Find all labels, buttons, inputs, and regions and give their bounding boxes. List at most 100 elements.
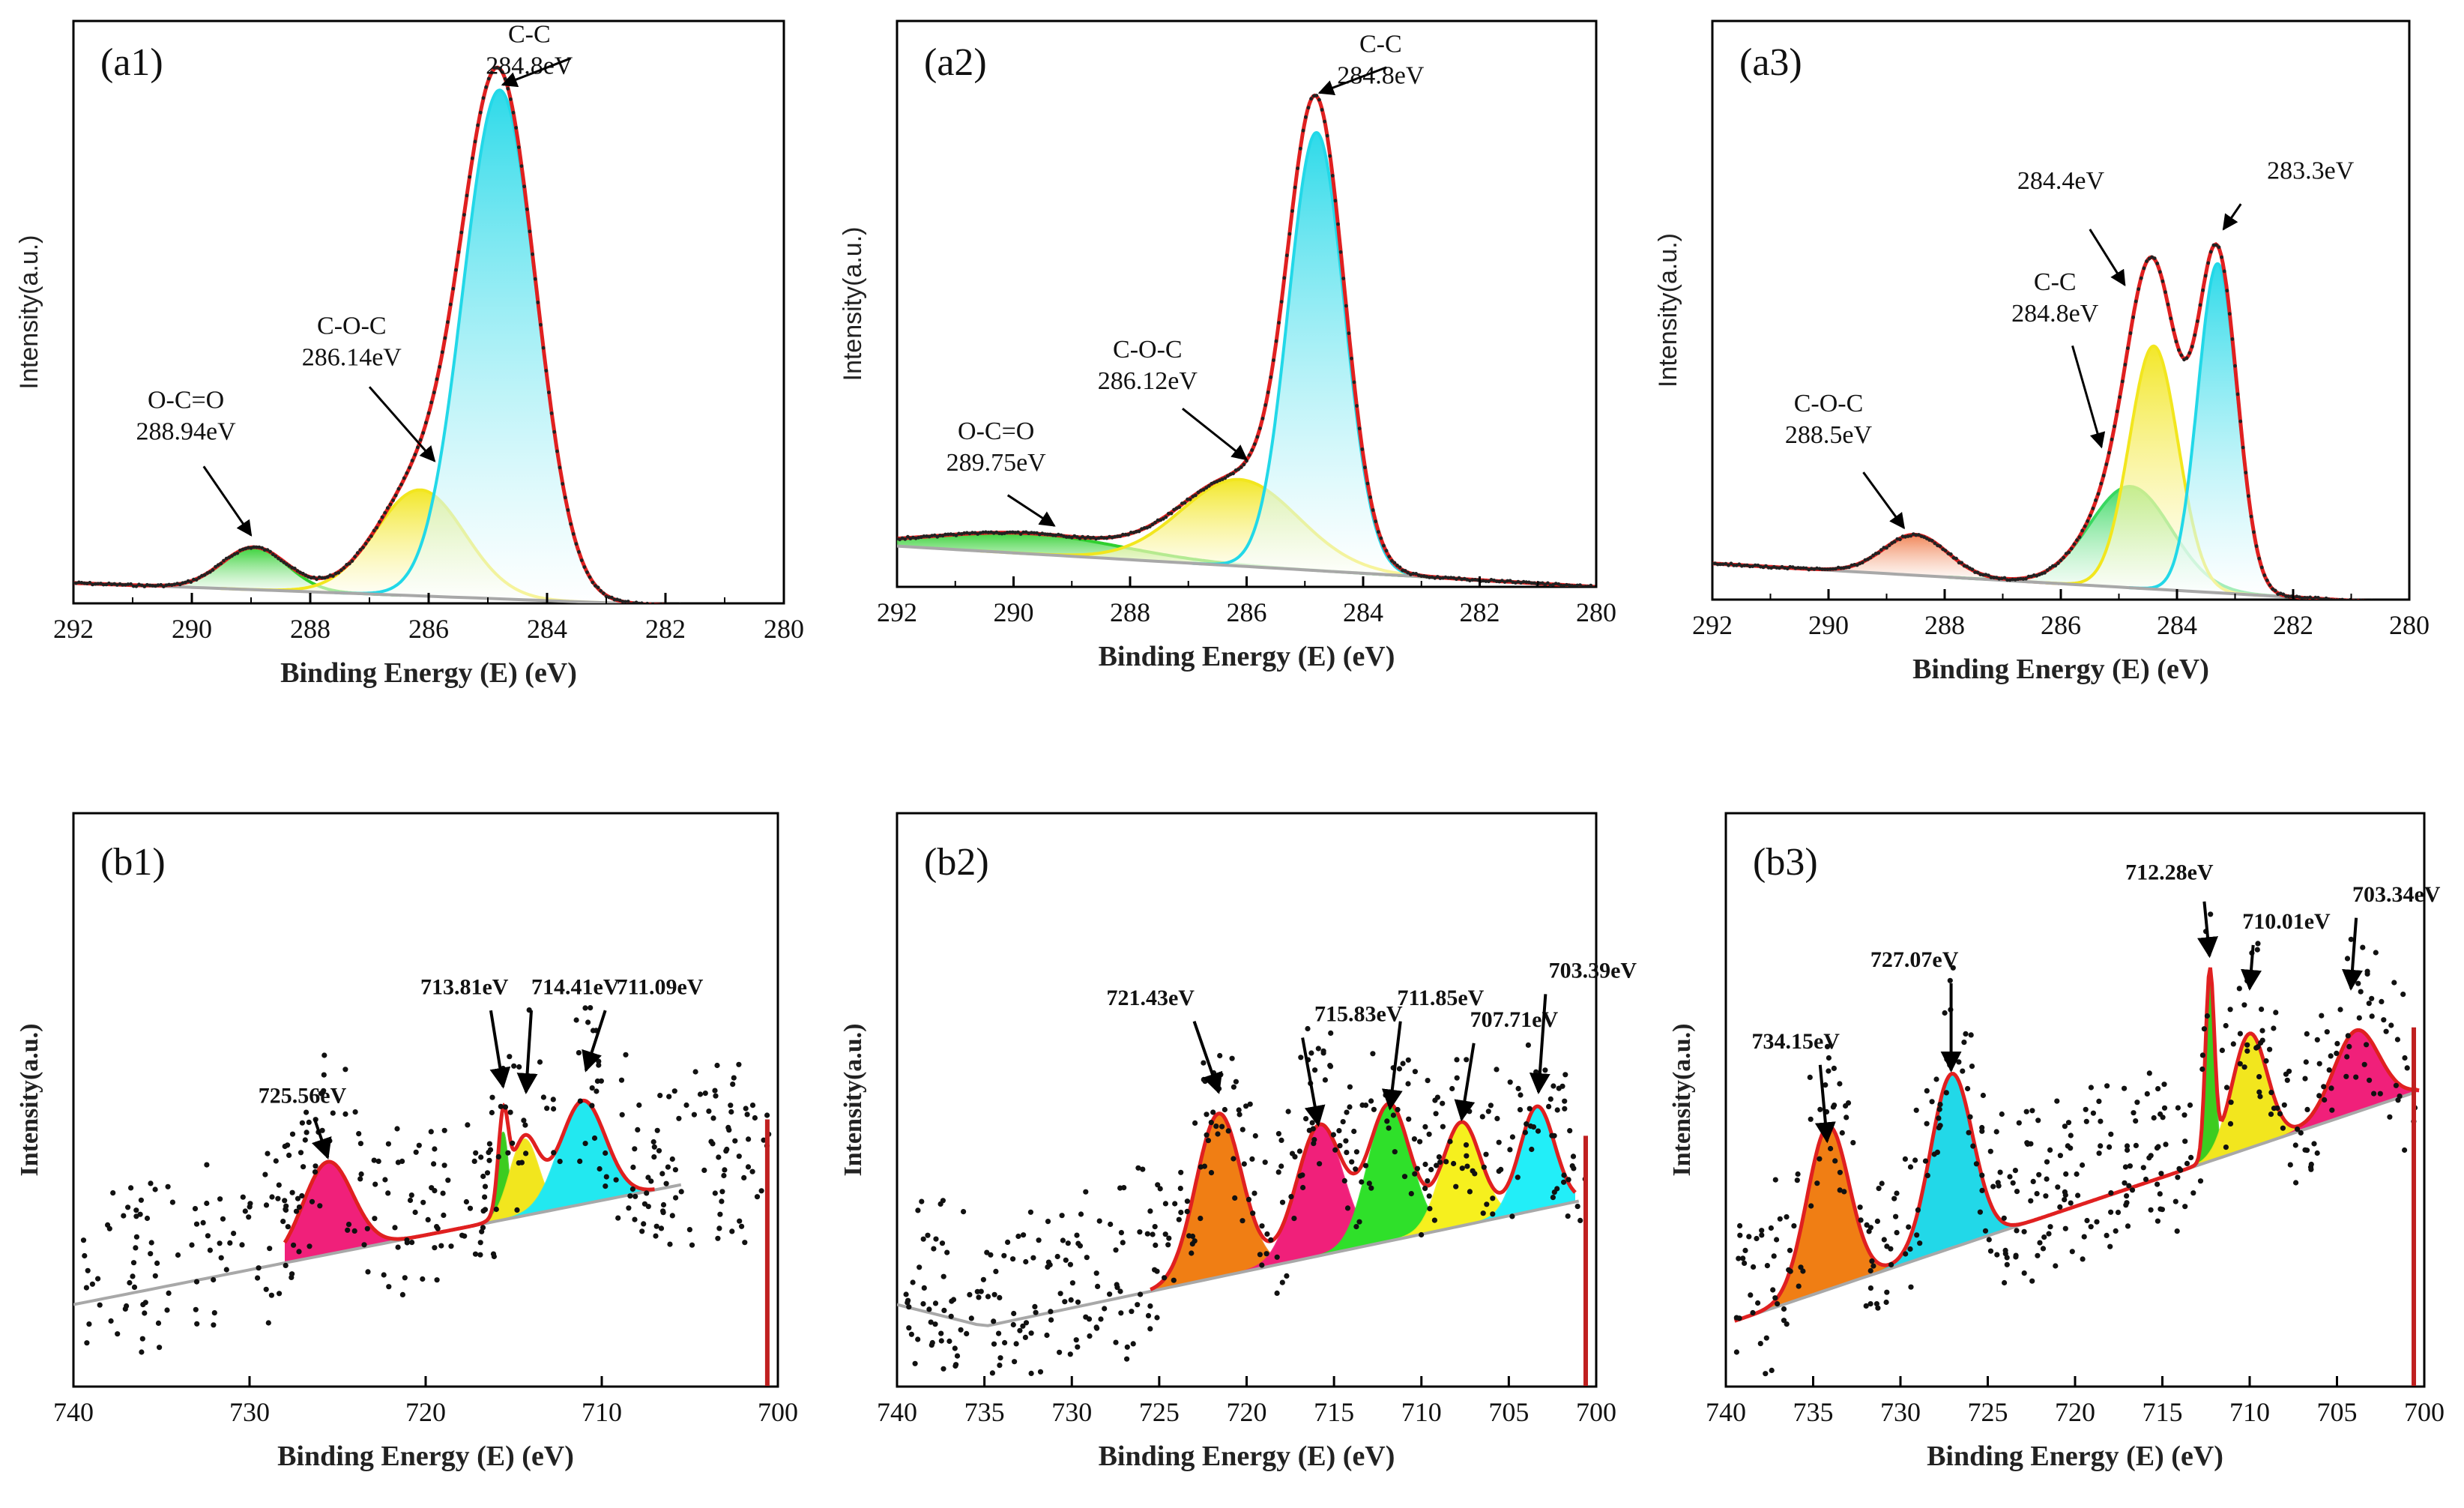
raw-data-point bbox=[683, 604, 687, 608]
raw-data-point bbox=[1015, 1233, 1021, 1240]
raw-data-point bbox=[673, 1195, 679, 1201]
raw-data-point bbox=[1396, 1066, 1402, 1072]
raw-data-point bbox=[2361, 1061, 2367, 1067]
raw-data-point bbox=[2166, 302, 2170, 307]
peak-fill-OCO bbox=[897, 532, 1448, 579]
raw-data-point bbox=[495, 1153, 501, 1159]
raw-data-point bbox=[928, 1319, 934, 1325]
raw-data-point bbox=[2225, 289, 2229, 293]
raw-data-point bbox=[2088, 513, 2092, 518]
peak-fill-COC bbox=[1772, 534, 2060, 584]
raw-data-point bbox=[1509, 1134, 1515, 1140]
raw-data-point bbox=[2322, 1097, 2328, 1103]
raw-data-point bbox=[2244, 1048, 2250, 1054]
raw-data-point bbox=[1156, 518, 1160, 522]
raw-data-point bbox=[1742, 1247, 1748, 1253]
raw-data-point bbox=[2157, 270, 2162, 274]
raw-data-point bbox=[1986, 1237, 1992, 1243]
raw-data-point bbox=[2075, 1192, 2081, 1198]
raw-data-point bbox=[540, 1094, 547, 1100]
raw-data-point bbox=[1425, 575, 1429, 579]
raw-data-point bbox=[1390, 1112, 1396, 1118]
raw-data-point bbox=[2150, 255, 2155, 259]
raw-data-point bbox=[1191, 495, 1195, 498]
raw-data-point bbox=[940, 1273, 946, 1279]
x-tick-label: 700 bbox=[1576, 1397, 1616, 1427]
raw-data-point bbox=[776, 606, 780, 610]
raw-data-point bbox=[1411, 1136, 1417, 1142]
raw-data-point bbox=[1096, 536, 1101, 540]
annotation-arrow bbox=[1317, 66, 1387, 95]
raw-data-point bbox=[479, 1228, 485, 1234]
raw-data-point bbox=[440, 350, 444, 355]
raw-data-point bbox=[946, 532, 950, 537]
raw-data-point bbox=[577, 1158, 583, 1164]
raw-data-point bbox=[2068, 1200, 2074, 1206]
raw-data-point bbox=[327, 1138, 333, 1144]
raw-data-point bbox=[246, 1214, 252, 1220]
raw-data-point bbox=[2322, 597, 2325, 600]
raw-data-point bbox=[964, 1330, 970, 1336]
raw-data-point bbox=[1167, 511, 1171, 516]
raw-data-point bbox=[1239, 1127, 1245, 1132]
raw-data-point bbox=[651, 1144, 657, 1150]
raw-data-point bbox=[952, 1363, 958, 1369]
raw-data-point bbox=[2271, 587, 2275, 591]
raw-data-point bbox=[981, 530, 985, 534]
raw-data-point bbox=[976, 1294, 982, 1300]
raw-data-point bbox=[2120, 379, 2125, 384]
raw-data-point bbox=[692, 1069, 698, 1075]
raw-data-point bbox=[991, 1291, 997, 1297]
raw-data-point bbox=[1868, 555, 1873, 560]
raw-data-point bbox=[2263, 1058, 2269, 1064]
raw-data-point bbox=[175, 1252, 181, 1258]
raw-data-point bbox=[285, 562, 289, 567]
raw-data-point bbox=[2133, 1142, 2139, 1148]
raw-data-point bbox=[1165, 1242, 1171, 1248]
raw-data-point bbox=[156, 583, 160, 588]
raw-data-point bbox=[1759, 564, 1763, 569]
raw-data-point bbox=[2038, 573, 2041, 577]
raw-data-point bbox=[1793, 566, 1798, 570]
raw-data-point bbox=[1941, 547, 1945, 552]
raw-data-point bbox=[1837, 1169, 1843, 1175]
raw-data-point bbox=[2139, 276, 2143, 280]
raw-data-point bbox=[921, 1285, 927, 1291]
raw-data-point bbox=[603, 1183, 609, 1189]
raw-data-point bbox=[1736, 1315, 1742, 1321]
raw-data-point bbox=[1290, 209, 1294, 213]
raw-data-point bbox=[1999, 1111, 2005, 1118]
raw-data-point bbox=[1309, 97, 1313, 101]
raw-data-point bbox=[1142, 526, 1147, 530]
raw-data-point bbox=[1874, 1218, 1880, 1224]
raw-data-point bbox=[1936, 1106, 1942, 1112]
raw-data-point bbox=[2343, 1073, 2349, 1079]
raw-data-point bbox=[202, 573, 207, 577]
raw-data-point bbox=[372, 528, 376, 533]
raw-data-point bbox=[1426, 1131, 1432, 1137]
raw-data-point bbox=[1278, 1163, 1284, 1169]
raw-data-point bbox=[289, 1189, 295, 1195]
raw-data-point bbox=[2014, 1189, 2020, 1195]
raw-data-point bbox=[375, 1158, 381, 1164]
raw-data-point bbox=[2014, 1228, 2020, 1234]
panel-label: (b2) bbox=[924, 841, 989, 884]
raw-data-point bbox=[1570, 584, 1574, 587]
x-tick-label: 710 bbox=[582, 1397, 622, 1427]
raw-data-point bbox=[2255, 1044, 2261, 1050]
raw-data-point bbox=[1392, 561, 1397, 565]
raw-data-point bbox=[1543, 582, 1547, 587]
raw-data-point bbox=[1162, 1275, 1168, 1281]
raw-data-point bbox=[1392, 1149, 1398, 1155]
raw-data-point bbox=[643, 603, 647, 606]
raw-data-point bbox=[615, 597, 619, 602]
raw-data-point bbox=[1236, 1112, 1242, 1118]
raw-data-point bbox=[89, 1281, 95, 1287]
raw-data-point bbox=[2077, 535, 2082, 540]
peak-fill-734.15eV bbox=[1734, 1126, 1923, 1321]
raw-data-point bbox=[967, 531, 972, 536]
raw-data-point bbox=[432, 390, 436, 395]
raw-data-point bbox=[1860, 561, 1864, 565]
raw-data-point bbox=[1930, 539, 1934, 543]
raw-data-point bbox=[640, 601, 644, 603]
